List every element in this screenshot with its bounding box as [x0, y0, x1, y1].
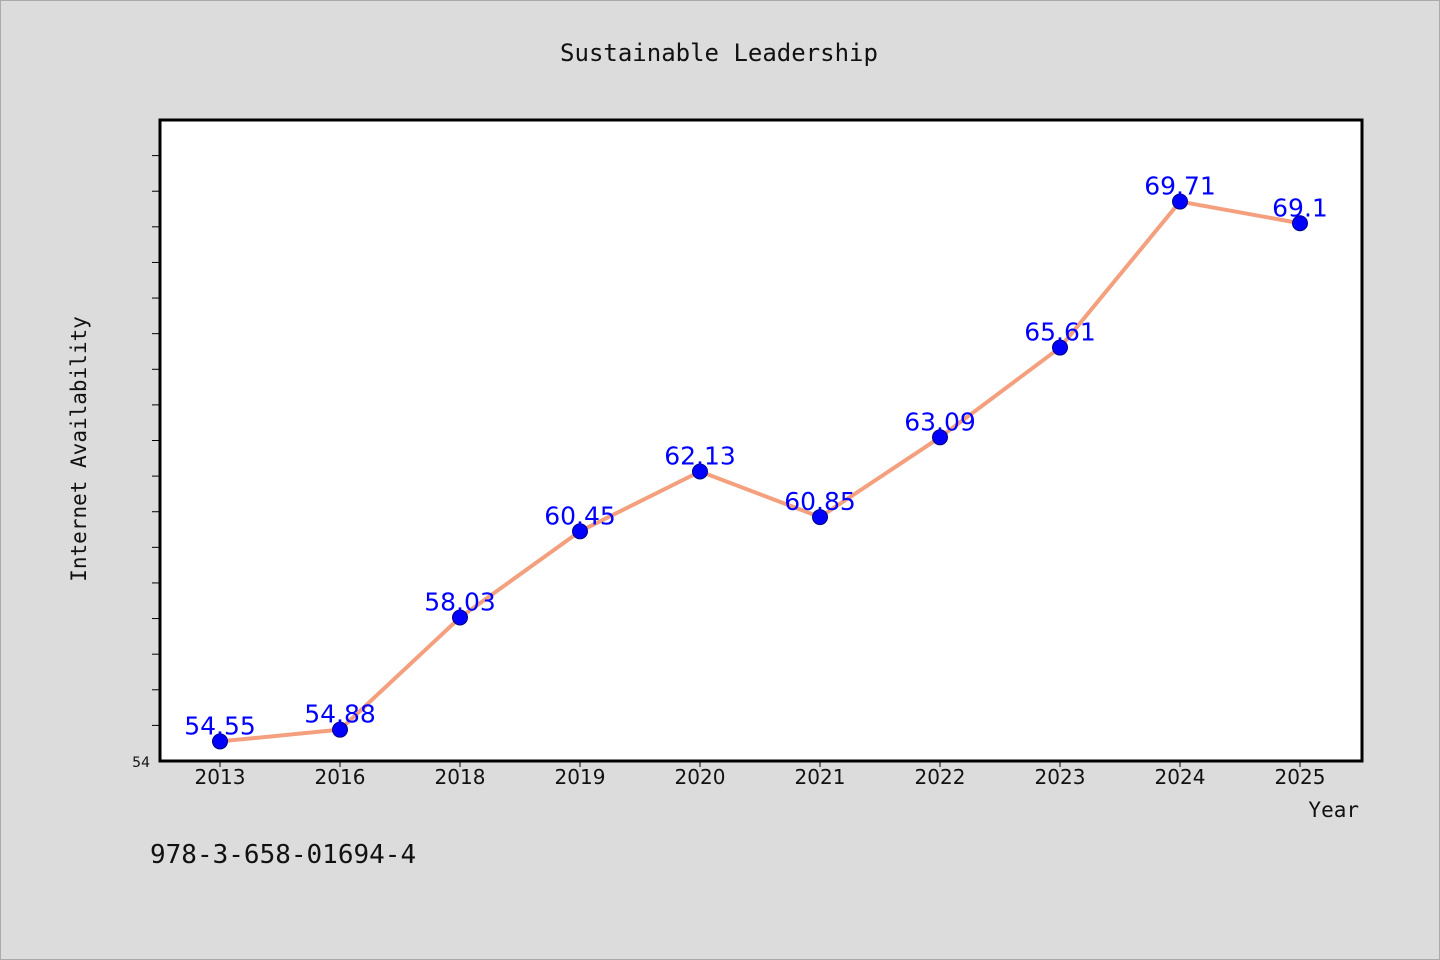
data-label: 58.03 — [424, 587, 496, 616]
x-tick-label: 2022 — [915, 765, 966, 789]
x-tick-label: 2025 — [1275, 765, 1326, 789]
x-tick-label: 2019 — [555, 765, 606, 789]
data-label: 54.88 — [304, 700, 376, 729]
series-group: 54.55 54.88 58.03 60.45 62.13 60.85 63.09 65.61… — [184, 172, 1328, 750]
data-point — [332, 721, 348, 738]
data-label: 69.71 — [1144, 172, 1216, 201]
series-line — [218, 199, 1302, 744]
data-point — [1172, 193, 1188, 210]
data-point — [1292, 215, 1308, 232]
plot-area — [158, 118, 1364, 763]
data-label: 65.61 — [1024, 318, 1096, 347]
footnote-isbn: 978-3-658-01694-4 — [150, 840, 416, 870]
x-tick-label: 2023 — [1035, 765, 1086, 789]
data-label: 63.09 — [904, 407, 976, 436]
y-axis-title: Internet Availability — [67, 316, 91, 582]
data-point — [932, 429, 948, 446]
data-label: 69.1 — [1272, 193, 1328, 222]
data-label: 60.85 — [784, 487, 856, 516]
x-tick-label: 2020 — [675, 765, 726, 789]
y-tick-label: 54 — [132, 755, 150, 771]
data-point — [1052, 339, 1068, 356]
data-label: 60.45 — [544, 501, 616, 530]
x-axis-ticks: 2013 2016 2018 2019 2020 2021 2022 2023 2024 2025 — [195, 761, 1326, 789]
x-tick-label: 2018 — [435, 765, 486, 789]
data-point — [452, 609, 468, 626]
data-label: 62.13 — [664, 441, 736, 470]
data-label: 54.55 — [184, 711, 256, 740]
data-point — [572, 523, 588, 540]
x-tick-label: 2024 — [1155, 765, 1206, 789]
chart-title: Sustainable Leadership — [560, 39, 878, 67]
x-tick-label: 2016 — [315, 765, 366, 789]
x-tick-label: 2021 — [795, 765, 846, 789]
x-axis-title: Year — [1308, 798, 1359, 822]
data-point — [812, 509, 828, 526]
y-axis-ticks: 54 — [132, 155, 160, 771]
data-point — [692, 463, 708, 480]
data-point — [212, 733, 228, 750]
x-tick-label: 2013 — [195, 765, 246, 789]
